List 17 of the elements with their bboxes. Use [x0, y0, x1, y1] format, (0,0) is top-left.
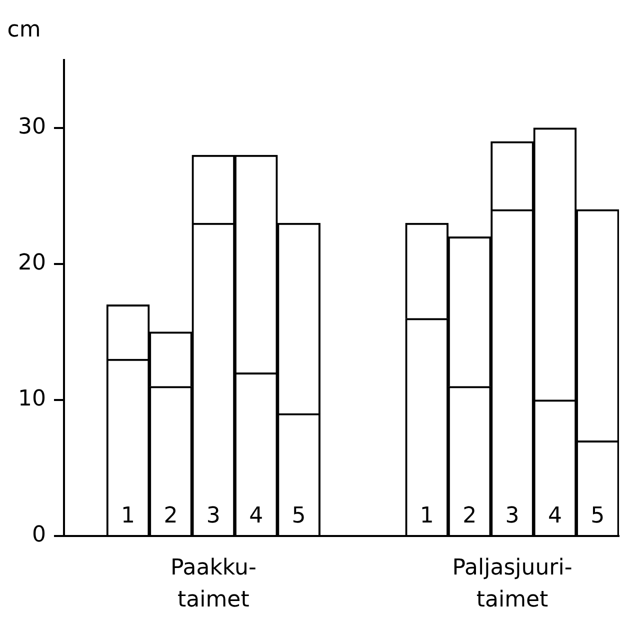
- text: Paakku- taimet: [170, 556, 256, 613]
- y-axis-title: cm: [7, 18, 41, 43]
- y-tick-label: 0: [32, 522, 46, 548]
- x-tick-label: 4: [548, 504, 562, 529]
- x-tick-label: 4: [249, 504, 264, 529]
- x-tick-label: 1: [121, 504, 136, 529]
- x-tick-label: 2: [462, 504, 477, 529]
- x-tick-label: 5: [292, 504, 306, 529]
- x-tick-label: 2: [164, 504, 178, 529]
- x-tick-label: 1: [420, 504, 434, 529]
- x-tick-label: 3: [505, 504, 520, 529]
- text: Paljasjuuri- taimet: [452, 556, 572, 613]
- x-tick-label: 3: [206, 504, 220, 529]
- x-tick-label: 5: [590, 504, 605, 529]
- y-tick-label: 10: [18, 386, 46, 412]
- y-tick-label: 20: [18, 250, 46, 276]
- y-tick-label: 30: [18, 114, 46, 140]
